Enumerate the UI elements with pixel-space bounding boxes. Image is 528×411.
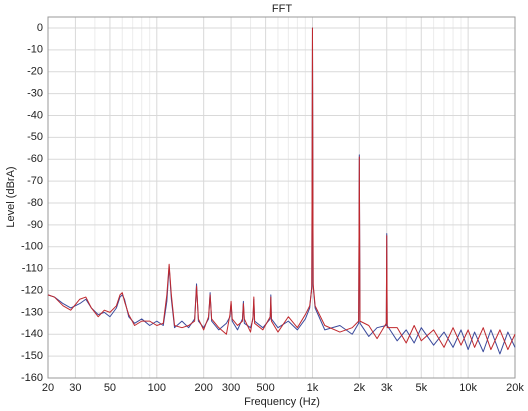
chart-title: FFT: [272, 3, 292, 15]
x-tick-label: 200: [194, 382, 212, 394]
y-tick-label: -30: [27, 87, 43, 99]
y-axis-label: Level (dBrA): [5, 166, 17, 227]
y-tick-label: -10: [27, 44, 43, 56]
y-tick-label: -40: [27, 109, 43, 121]
y-tick-label: -120: [21, 284, 43, 296]
x-tick-label: 3k: [381, 382, 393, 394]
series-line: [47, 27, 516, 351]
y-tick-label: -160: [21, 372, 43, 384]
x-tick-label: 300: [222, 382, 240, 394]
x-tick-label: 10k: [459, 382, 477, 394]
x-tick-label: 2k: [354, 382, 366, 394]
y-tick-label: 0: [37, 22, 43, 34]
x-axis-label: Frequency (Hz): [244, 396, 320, 408]
y-tick-label: -150: [21, 350, 43, 362]
y-tick-label: -140: [21, 328, 43, 340]
x-tick-label: 20k: [506, 382, 524, 394]
plot-frame: [47, 16, 516, 379]
y-tick-label: -20: [27, 66, 43, 78]
x-tick-label: 50: [104, 382, 116, 394]
y-tick-label: -70: [27, 175, 43, 187]
y-tick-label: -100: [21, 241, 43, 253]
series-line: [47, 27, 516, 355]
x-tick-label: 5k: [415, 382, 427, 394]
y-tick-label: -110: [22, 263, 43, 275]
y-tick-label: -50: [27, 131, 43, 143]
y-tick-label: -90: [27, 219, 43, 231]
x-tick-label: 500: [256, 382, 274, 394]
x-tick-label: 30: [69, 382, 81, 394]
y-tick-label: -130: [21, 306, 43, 318]
y-tick-label: -80: [27, 197, 43, 209]
x-tick-label: 100: [148, 382, 166, 394]
x-tick-label: 1k: [307, 382, 319, 394]
y-tick-label: -60: [27, 153, 43, 165]
x-tick-label: 20: [42, 382, 54, 394]
